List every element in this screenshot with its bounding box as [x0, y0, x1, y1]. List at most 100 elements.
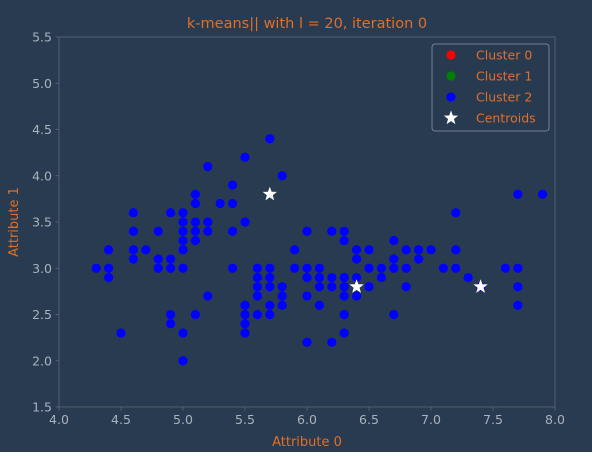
- cluster-2-point: [252, 282, 262, 292]
- cluster-2-point: [513, 263, 523, 273]
- plot-frame: [58, 36, 556, 408]
- cluster-2-point: [240, 152, 250, 162]
- x-tick-label: 8.0: [545, 412, 565, 427]
- cluster-2-point: [265, 272, 275, 283]
- cluster-2-point: [401, 282, 411, 292]
- cluster-2-point: [166, 254, 176, 264]
- data-points: [91, 134, 548, 366]
- cluster-2-point: [228, 226, 238, 236]
- cluster-2-point: [203, 161, 213, 172]
- cluster-2-point: [389, 309, 399, 320]
- cluster-2-point: [290, 263, 300, 273]
- cluster-2-point: [277, 291, 287, 301]
- cluster-2-point: [314, 263, 324, 273]
- cluster-2-point: [166, 208, 176, 218]
- cluster-2-point: [240, 217, 250, 227]
- centroid-star: [473, 279, 488, 293]
- cluster-2-point: [401, 245, 411, 255]
- cluster-2-point: [302, 263, 312, 273]
- cluster-2-point: [166, 309, 176, 320]
- x-tick-label: 7.0: [421, 412, 441, 427]
- cluster-2-point: [352, 254, 362, 264]
- legend-cluster-0-label: Cluster 0: [476, 48, 532, 63]
- cluster-2-point: [190, 235, 200, 246]
- cluster-2-point: [128, 226, 138, 236]
- chart-title: k-means|| with l = 20, iteration 0: [187, 16, 427, 32]
- cluster-2-point: [339, 291, 349, 301]
- cluster-2-point: [178, 245, 188, 255]
- cluster-2-point: [104, 263, 114, 273]
- cluster-2-point: [314, 282, 324, 292]
- cluster-2-point: [339, 272, 349, 283]
- cluster-2-point: [252, 272, 262, 283]
- cluster-2-point: [389, 235, 399, 246]
- cluster-2-point: [314, 300, 324, 310]
- cluster-2-point: [339, 235, 349, 246]
- cluster-2-point: [265, 263, 275, 273]
- cluster-2-point: [389, 263, 399, 273]
- cluster-2-point: [463, 272, 473, 283]
- cluster-2-point: [116, 328, 126, 338]
- cluster-2-point: [339, 309, 349, 320]
- cluster-2-point: [389, 254, 399, 264]
- legend-star-icon: [443, 110, 459, 125]
- y-tick-label: 5.5: [32, 30, 52, 45]
- cluster-2-point: [451, 208, 461, 218]
- cluster-2-point: [327, 282, 337, 292]
- cluster-2-point: [376, 263, 386, 273]
- cluster-2-point: [451, 263, 461, 273]
- x-tick-label: 6.0: [297, 412, 317, 427]
- cluster-2-point: [190, 226, 200, 236]
- cluster-2-point: [178, 328, 188, 338]
- x-axis-label: Attribute 0: [272, 435, 342, 450]
- cluster-2-point: [228, 180, 238, 190]
- legend-cluster-0-marker: [446, 50, 456, 60]
- cluster-2-point: [364, 245, 374, 255]
- legend-box: [431, 43, 550, 132]
- cluster-2-point: [513, 300, 523, 310]
- y-tick-label: 3.5: [32, 215, 52, 230]
- y-tick-label: 4.0: [32, 168, 52, 183]
- axis-ticks: 4.0 4.5 5.0 5.5 6.0 6.5 7.0 7.5 8.0 1.5 2.0 2.5 3.0 3…: [32, 30, 565, 428]
- cluster-2-point: [314, 272, 324, 283]
- cluster-2-point: [327, 337, 337, 347]
- x-tick-label: 4.5: [111, 412, 131, 427]
- cluster-2-point: [178, 235, 188, 246]
- cluster-2-point: [166, 263, 176, 273]
- cluster-2-point: [153, 254, 163, 264]
- cluster-2-point: [265, 282, 275, 292]
- legend-centroids-label: Centroids: [476, 111, 536, 126]
- y-tick-label: 3.0: [32, 261, 52, 276]
- cluster-2-point: [339, 282, 349, 292]
- cluster-2-point: [128, 245, 138, 255]
- cluster-2-point: [339, 226, 349, 236]
- cluster-2-point: [190, 189, 200, 199]
- cluster-2-point: [252, 263, 262, 273]
- cluster-2-point: [203, 226, 213, 236]
- cluster-2-point: [265, 300, 275, 310]
- cluster-2-point: [178, 226, 188, 236]
- x-tick-label: 5.5: [235, 412, 255, 427]
- cluster-2-point: [178, 208, 188, 218]
- y-axis-label: Attribute 1: [7, 187, 22, 257]
- cluster-2-point: [203, 291, 213, 301]
- cluster-2-point: [302, 226, 312, 236]
- cluster-2-point: [538, 189, 548, 199]
- cluster-2-point: [401, 263, 411, 273]
- cluster-2-point: [364, 263, 374, 273]
- cluster-2-point: [414, 254, 424, 264]
- cluster-2-point: [153, 226, 163, 236]
- cluster-2-point: [190, 198, 200, 209]
- cluster-2-point: [302, 291, 312, 301]
- x-tick-label: 5.0: [173, 412, 193, 427]
- cluster-2-point: [277, 300, 287, 310]
- legend-cluster-1-label: Cluster 1: [476, 69, 532, 84]
- cluster-2-point: [153, 263, 163, 273]
- legend-cluster-2-marker: [446, 92, 456, 102]
- cluster-2-point: [128, 254, 138, 264]
- cluster-2-point: [414, 245, 424, 255]
- cluster-2-point: [438, 263, 448, 273]
- cluster-2-point: [302, 272, 312, 283]
